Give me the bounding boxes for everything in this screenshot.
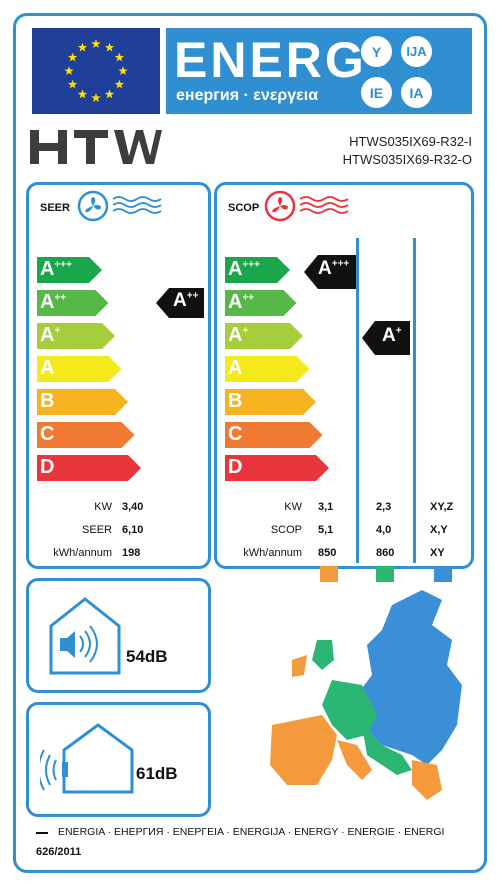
lang-circle-ia: IA	[401, 77, 432, 108]
footer-languages: ENERGIA · ЕНЕРГИЯ · ΕΝΕΡΓΕΙΑ · ENERGIJA …	[58, 826, 445, 838]
scop-row-label: kWh/annum	[243, 547, 302, 559]
scop-class-3: A	[225, 356, 311, 387]
scop-title: SCOP	[228, 202, 260, 214]
scop-average-value: 4,0	[376, 524, 392, 536]
model-outdoor: HTWS035IX69-R32-O	[342, 152, 472, 167]
seer-title: SEER	[40, 202, 70, 214]
scop-warm-value: 850	[318, 547, 337, 559]
energy-word: ENERG	[174, 32, 367, 88]
scop-warm-rating-arrow	[304, 255, 356, 294]
cooling-fan-icon	[77, 190, 165, 227]
lang-circle-y: Y	[361, 36, 392, 67]
seer-row-value: 198	[122, 547, 141, 559]
seer-class-label: B	[40, 390, 55, 412]
scop-class-label: A++	[228, 291, 255, 313]
lang-circle-ie: IE	[361, 77, 392, 108]
europe-climate-map	[262, 585, 474, 820]
scop-cold-value: XY	[430, 547, 445, 559]
seer-class-label: A+	[40, 324, 61, 346]
eu-flag	[32, 28, 160, 114]
scop-class-0: A+++	[225, 257, 291, 288]
scop-class-label: D	[228, 456, 243, 478]
seer-row-value: 3,40	[122, 501, 144, 513]
scop-class-label: C	[228, 423, 243, 445]
label-frame	[13, 13, 487, 873]
scop-class-6: D	[225, 455, 330, 486]
scop-avg-rating-label: A+	[382, 325, 402, 346]
scop-divider-2	[413, 238, 416, 563]
scop-cold-value: X,Y	[430, 524, 448, 536]
seer-class-label: A++	[40, 291, 67, 313]
energy-subtitle: енергия · ενεργεια	[176, 87, 319, 104]
footer-regulation: 626/2011	[36, 846, 82, 858]
indoor-noise-panel	[26, 578, 211, 693]
seer-rating-label: A++	[173, 290, 199, 311]
scop-average-value: 860	[376, 547, 395, 559]
scop-class-4: B	[225, 389, 317, 420]
seer-class-4: B	[37, 389, 129, 420]
scop-cold-value: XY,Z	[430, 501, 454, 513]
seer-rating-arrow	[156, 288, 204, 323]
seer-class-1: A++	[37, 290, 110, 321]
scop-warm-rating-label: A+++	[318, 258, 350, 279]
scop-class-5: C	[225, 422, 324, 453]
seer-class-3: A	[37, 356, 123, 387]
indoor-speaker-icon	[48, 596, 122, 681]
seer-row-label: kWh/annum	[53, 547, 112, 559]
seer-class-6: D	[37, 455, 142, 486]
scop-class-label: A	[228, 357, 243, 379]
seer-class-5: C	[37, 422, 136, 453]
eu-stars-icon	[64, 39, 128, 103]
scop-average-value: 2,3	[376, 501, 392, 513]
zone-cold-swatch	[434, 566, 452, 582]
footer-dash	[36, 832, 48, 834]
scop-class-1: A++	[225, 290, 298, 321]
scop-class-2: A+	[225, 323, 304, 354]
scop-class-label: A+++	[228, 258, 260, 280]
scop-row-label: KW	[284, 501, 302, 513]
seer-class-label: A	[40, 357, 55, 379]
scop-warm-value: 3,1	[318, 501, 334, 513]
scop-panel	[214, 182, 474, 569]
scop-class-label: B	[228, 390, 243, 412]
lang-circle-ija: IJA	[401, 36, 432, 67]
seer-class-label: A+++	[40, 258, 72, 280]
seer-row-label: KW	[94, 501, 112, 513]
seer-class-2: A+	[37, 323, 116, 354]
scop-class-label: A+	[228, 324, 249, 346]
outdoor-noise-value: 61dB	[136, 764, 178, 783]
seer-class-label: D	[40, 456, 55, 478]
scop-warm-value: 5,1	[318, 524, 334, 536]
outdoor-noise-panel	[26, 702, 211, 817]
scop-divider-1	[356, 238, 359, 563]
brand-logo	[30, 128, 162, 173]
outdoor-speaker-icon	[37, 722, 134, 799]
scop-row-label: SCOP	[270, 524, 302, 536]
seer-row-label: SEER	[82, 524, 112, 536]
seer-class-0: A+++	[37, 257, 103, 288]
seer-class-label: C	[40, 423, 55, 445]
zone-warm-swatch	[320, 566, 338, 582]
seer-panel	[26, 182, 211, 569]
model-indoor: HTWS035IX69-R32-I	[349, 134, 472, 149]
scop-avg-rating-arrow	[362, 321, 410, 360]
indoor-noise-value: 54dB	[126, 647, 168, 666]
seer-row-value: 6,10	[122, 524, 144, 536]
zone-average-swatch	[376, 566, 394, 582]
heating-fan-icon	[264, 190, 352, 227]
